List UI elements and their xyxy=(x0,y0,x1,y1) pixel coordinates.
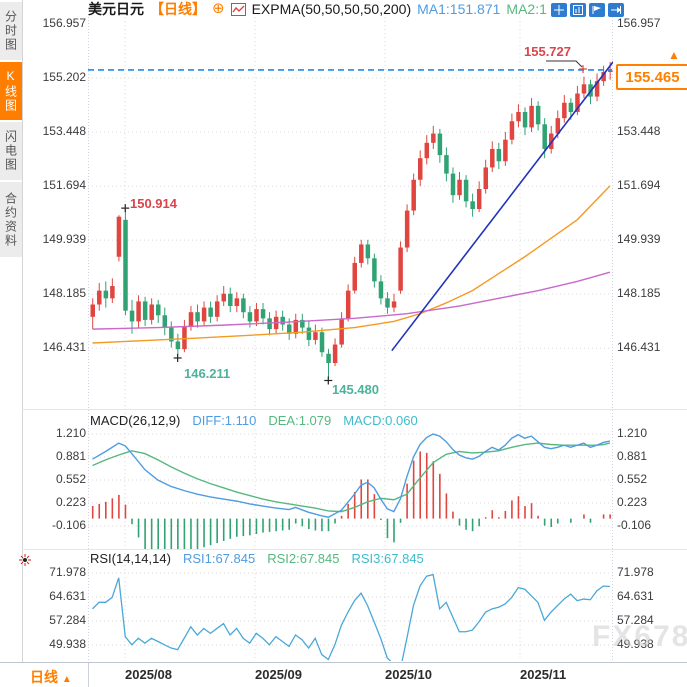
xaxis-date: 2025/09 xyxy=(255,667,302,682)
panel-divider xyxy=(22,409,687,410)
macd-ytick-right: 0.881 xyxy=(617,449,648,463)
sidebar-tab-flash[interactable]: 闪电图 xyxy=(0,122,22,181)
macd-title: MACD(26,12,9) xyxy=(90,413,181,428)
main-ytick-right: 156.957 xyxy=(617,16,661,30)
rsi-ytick-right: 64.631 xyxy=(617,589,654,603)
bottom-bar: 日线 ▲ 2025/08 2025/09 2025/10 2025/11 xyxy=(0,662,687,687)
macd-ytick-right: 0.552 xyxy=(617,472,648,486)
rsi1-value: RSI1:67.845 xyxy=(182,551,256,566)
watermark: FX678 xyxy=(592,620,687,653)
rsi-header: RSI(14,14,14) RSI1:67.845 RSI2:67.845 RS… xyxy=(90,551,424,566)
sidebar-tab-label: 闪电图 xyxy=(3,130,18,172)
trend-flag-icon[interactable] xyxy=(589,3,605,17)
indicator-name: EXPMA(50,50,50,50,200) xyxy=(251,1,412,17)
macd-ytick-left: 0.552 xyxy=(55,472,86,486)
sidebar-tab-contract-info[interactable]: 合约资料 xyxy=(0,182,22,258)
annotation-low-august: 146.211 xyxy=(184,366,231,381)
sidebar-tab-label: 合约资料 xyxy=(3,191,18,248)
macd-dea-value: DEA:1.079 xyxy=(268,413,332,428)
annotation-markers xyxy=(121,60,587,385)
macd-hist-value: MACD:0.060 xyxy=(343,413,418,428)
rsi-ytick-left: 49.938 xyxy=(49,637,86,651)
main-ytick-left: 146.431 xyxy=(42,340,86,354)
xaxis-date: 2025/08 xyxy=(125,667,172,682)
macd-series xyxy=(91,433,611,549)
macd-ytick-right: 0.223 xyxy=(617,495,648,509)
main-ytick-right: 148.185 xyxy=(617,286,661,300)
macd-header: MACD(26,12,9) DIFF:1.110 DEA:1.079 MACD:… xyxy=(90,413,418,428)
add-indicator-icon[interactable]: ⊕ xyxy=(212,0,225,17)
main-ytick-right: 153.448 xyxy=(617,124,661,138)
current-price-box: 155.465 xyxy=(616,64,687,90)
rsi2-value: RSI2:67.845 xyxy=(267,551,340,566)
main-ytick-left: 155.202 xyxy=(42,70,86,84)
ma2-value: MA2:1 xyxy=(506,1,547,17)
macd-ytick-right: 1.210 xyxy=(617,426,648,440)
rsi3-value: RSI3:67.845 xyxy=(351,551,424,566)
rsi-series xyxy=(92,573,611,661)
rsi-ytick-right: 49.938 xyxy=(617,637,654,651)
xaxis-date: 2025/11 xyxy=(520,667,567,682)
main-ytick-left: 151.694 xyxy=(42,178,86,192)
chart-header: 美元日元 【日线】 ⊕ EXPMA(50,50,50,50,200) MA1:1… xyxy=(88,1,547,17)
bottom-bar-divider xyxy=(88,663,89,687)
main-ytick-left: 149.939 xyxy=(42,232,86,246)
chart-toolbar xyxy=(551,3,624,17)
main-ytick-right: 146.431 xyxy=(617,340,661,354)
period-tag: 【日线】 xyxy=(150,1,206,17)
main-ytick-left: 156.957 xyxy=(42,16,86,30)
sidebar-tab-label: 分时图 xyxy=(3,10,18,52)
main-ytick-right: 151.694 xyxy=(617,178,661,192)
symbol-name: 美元日元 xyxy=(88,1,144,17)
main-ytick-right: 149.939 xyxy=(617,232,661,246)
rsi-ytick-right: 57.284 xyxy=(617,613,654,627)
rsi-ytick-left: 57.284 xyxy=(49,613,86,627)
macd-ytick-left: 0.881 xyxy=(55,449,86,463)
crosshair-icon[interactable] xyxy=(551,3,567,17)
sidebar-tab-timeline[interactable]: 分时图 xyxy=(0,2,22,61)
xaxis-date: 2025/10 xyxy=(385,667,432,682)
period-selector[interactable]: 日线 ▲ xyxy=(30,667,72,687)
annotation-high: 155.727 xyxy=(524,44,571,59)
sidebar-tab-label: K线图 xyxy=(3,69,18,113)
grid-chart-icon[interactable] xyxy=(570,3,586,17)
rsi-ytick-left: 64.631 xyxy=(49,589,86,603)
rsi-ytick-left: 71.978 xyxy=(49,565,86,579)
period-label: 日线 xyxy=(30,669,58,685)
sidebar-tab-kline[interactable]: K线图 xyxy=(0,62,22,121)
rsi-ytick-right: 71.978 xyxy=(617,565,654,579)
macd-ytick-left: -0.106 xyxy=(51,518,86,532)
macd-ytick-left: 1.210 xyxy=(55,426,86,440)
export-icon[interactable] xyxy=(608,3,624,17)
macd-diff-value: DIFF:1.110 xyxy=(192,413,257,428)
main-ytick-left: 148.185 xyxy=(42,286,86,300)
indicator-settings-icon[interactable] xyxy=(19,553,31,571)
chevron-up-icon: ▲ xyxy=(61,674,72,685)
macd-ytick-left: 0.223 xyxy=(55,495,86,509)
price-up-arrow-icon: ▲ xyxy=(668,48,680,62)
rsi-title: RSI(14,14,14) xyxy=(90,551,171,566)
annotation-spike-high: 150.914 xyxy=(130,196,177,211)
main-ytick-left: 153.448 xyxy=(42,124,86,138)
sidebar: 分时图 K线图 闪电图 合约资料 xyxy=(0,0,23,687)
expma-chart-icon xyxy=(230,2,246,16)
panel-divider xyxy=(22,549,687,550)
annotation-low-september: 145.480 xyxy=(332,382,379,397)
macd-ytick-right: -0.106 xyxy=(617,518,652,532)
ma1-value: MA1:151.871 xyxy=(417,1,501,17)
candlestick-series xyxy=(90,61,613,378)
